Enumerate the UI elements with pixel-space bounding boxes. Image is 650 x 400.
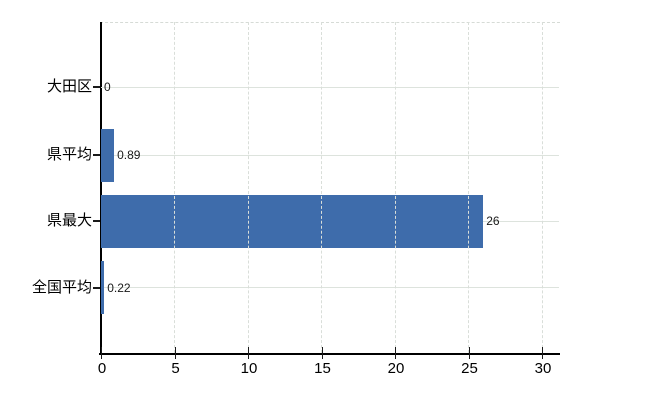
x-tick-label: 5 (171, 360, 180, 377)
value-label: 0 (104, 80, 111, 94)
y-axis-line (100, 22, 102, 354)
bar[interactable] (101, 128, 115, 182)
x-tick-label: 15 (314, 360, 331, 377)
value-label: 26 (486, 214, 500, 228)
category-label: 県最大 (46, 212, 92, 229)
x-axis-tick-mark (542, 347, 543, 359)
category-label: 全国平均 (31, 278, 92, 296)
x-axis-tick-mark (101, 347, 102, 359)
y-axis-tick (93, 286, 100, 289)
x-axis-tick-mark (395, 347, 396, 359)
horizontal-gridline (101, 86, 559, 88)
x-axis-tick-mark (468, 347, 470, 359)
plot-top-border (100, 22, 560, 23)
bar[interactable] (101, 194, 484, 248)
vertical-gridline (541, 22, 543, 353)
value-label: 0.89 (117, 148, 141, 162)
vertical-gridline (247, 22, 249, 353)
bar[interactable] (101, 261, 105, 314)
category-label: 大田区 (46, 78, 92, 95)
x-tick-label: 30 (534, 360, 552, 377)
x-axis-tick-mark (174, 347, 176, 359)
y-axis-tick (93, 154, 100, 156)
horizontal-gridline (101, 287, 559, 288)
x-axis-tick-mark (248, 347, 249, 359)
x-axis-tick-mark (321, 347, 323, 359)
x-tick-label: 25 (461, 360, 478, 377)
x-axis-line (99, 353, 560, 355)
vertical-gridline (394, 22, 396, 353)
value-label: 0.22 (107, 280, 131, 295)
vertical-gridline (174, 22, 175, 353)
vertical-gridline (321, 22, 322, 353)
x-tick-label: 10 (240, 360, 258, 377)
y-axis-tick (93, 220, 100, 222)
category-label: 県平均 (46, 146, 92, 163)
y-axis-tick (93, 86, 100, 88)
x-tick-label: 20 (387, 360, 405, 377)
vertical-gridline (468, 22, 469, 353)
horizontal-gridline (101, 154, 559, 156)
x-tick-label: 0 (97, 360, 107, 377)
